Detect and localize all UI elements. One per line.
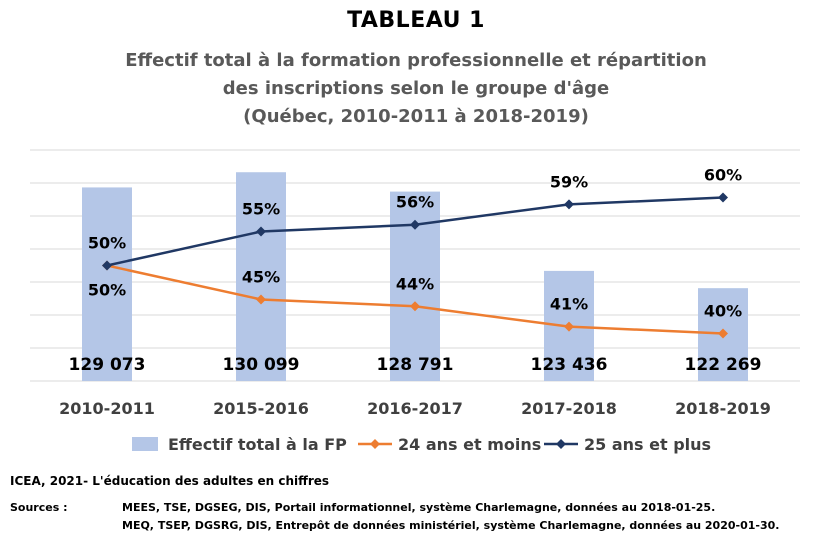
label-younger-2018-2019: 40% — [704, 301, 742, 320]
chart-subtitle-line-2: des inscriptions selon le groupe d'âge — [222, 78, 610, 99]
chart-title: TABLEAU 1 — [347, 8, 485, 33]
bar-value-2018-2019: 122 269 — [685, 355, 762, 375]
legend-marker-24-ans-et-moins — [370, 439, 380, 449]
bar-2015-2016 — [236, 172, 286, 381]
source-line-1: MEES, TSE, DGSEG, DIS, Portail informati… — [122, 501, 716, 514]
chart-subtitle-line-1: Effectif total à la formation profession… — [125, 50, 707, 71]
point-25-ans-et-plus-2010-2011 — [102, 260, 112, 271]
point-25-ans-et-plus-2016-2017 — [410, 219, 420, 230]
bar-value-2017-2018: 123 436 — [531, 355, 608, 375]
x-tick-2015-2016: 2015-2016 — [213, 399, 309, 418]
bar-value-2010-2011: 129 073 — [69, 355, 146, 375]
label-older-2016-2017: 56% — [396, 193, 434, 212]
legend-label-effectif-total-à-la-fp: Effectif total à la FP — [168, 435, 347, 454]
point-25-ans-et-plus-2018-2019 — [718, 192, 728, 203]
label-younger-2010-2011: 50% — [88, 281, 126, 300]
label-younger-2017-2018: 41% — [550, 295, 588, 314]
bar-value-2015-2016: 130 099 — [223, 355, 300, 375]
label-older-2015-2016: 55% — [242, 200, 280, 219]
point-24-ans-et-moins-2017-2018 — [564, 321, 574, 332]
point-25-ans-et-plus-2015-2016 — [256, 226, 266, 237]
point-24-ans-et-moins-2015-2016 — [256, 294, 266, 305]
label-older-2010-2011: 50% — [88, 234, 126, 253]
label-younger-2015-2016: 45% — [242, 267, 280, 286]
label-younger-2016-2017: 44% — [396, 274, 434, 293]
label-older-2018-2019: 60% — [704, 166, 742, 185]
x-tick-2010-2011: 2010-2011 — [59, 399, 155, 418]
point-25-ans-et-plus-2017-2018 — [564, 199, 574, 210]
label-older-2017-2018: 59% — [550, 172, 588, 191]
source-line-2: MEQ, TSEP, DGSRG, DIS, Entrepôt de donné… — [122, 519, 780, 532]
point-24-ans-et-moins-2016-2017 — [410, 301, 420, 312]
x-tick-2017-2018: 2017-2018 — [521, 399, 617, 418]
legend-marker-25-ans-et-plus — [556, 439, 566, 449]
sources-label: Sources : — [10, 501, 68, 514]
bar-value-2016-2017: 128 791 — [377, 355, 454, 375]
x-tick-2018-2019: 2018-2019 — [675, 399, 771, 418]
legend-label-24-ans-et-moins: 24 ans et moins — [398, 435, 541, 454]
footer-credit: ICEA, 2021- L'éducation des adultes en c… — [10, 474, 330, 488]
x-tick-2016-2017: 2016-2017 — [367, 399, 463, 418]
legend-label-25-ans-et-plus: 25 ans et plus — [584, 435, 711, 454]
point-24-ans-et-moins-2018-2019 — [718, 328, 728, 339]
legend-swatch-effectif-total-à-la-fp — [132, 437, 158, 451]
chart-subtitle-line-3: (Québec, 2010-2011 à 2018-2019) — [243, 106, 589, 127]
bar-2010-2011 — [82, 187, 132, 381]
